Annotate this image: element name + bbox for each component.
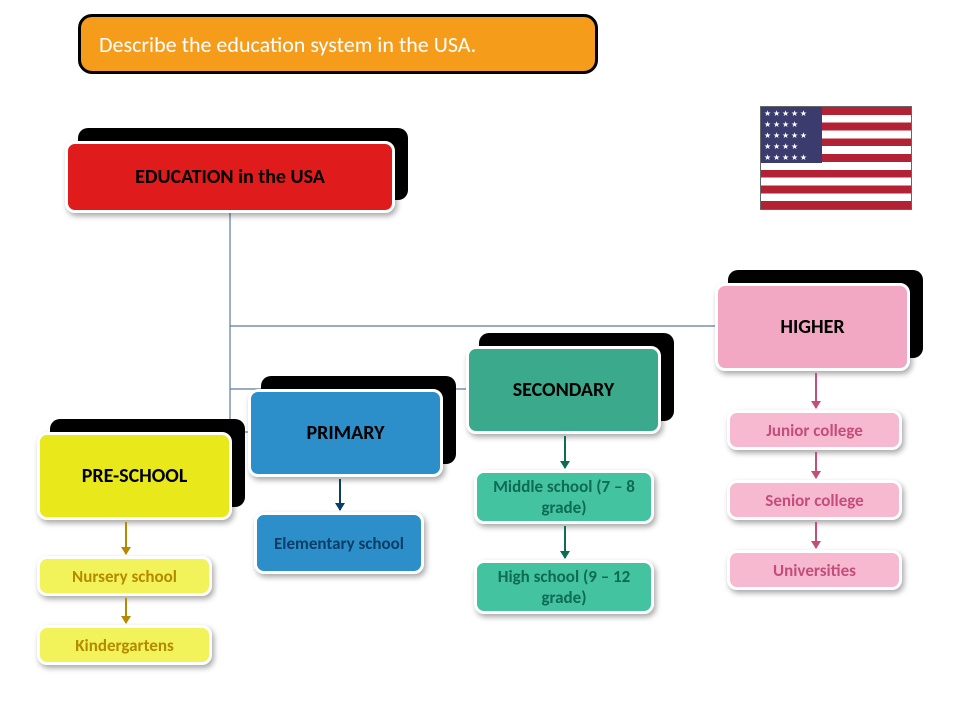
child-primary-0: Elementary school bbox=[254, 512, 424, 574]
title-text: Describe the education system in the USA… bbox=[99, 31, 476, 58]
child-secondary-0: Middle school (7 – 8 grade) bbox=[474, 470, 654, 524]
child-higher-1: Senior college bbox=[727, 480, 902, 520]
child-preschool-0: Nursery school bbox=[37, 556, 212, 596]
child-preschool-1: Kindergartens bbox=[37, 625, 212, 665]
branch-secondary: SECONDARY bbox=[466, 346, 661, 434]
child-higher-0: Junior college bbox=[727, 410, 902, 450]
branch-preschool: PRE-SCHOOL bbox=[37, 432, 232, 520]
title-bar: Describe the education system in the USA… bbox=[78, 14, 598, 74]
usa-flag bbox=[760, 106, 912, 210]
child-higher-2: Universities bbox=[727, 550, 902, 590]
branch-primary: PRIMARY bbox=[248, 389, 443, 477]
branch-higher: HIGHER bbox=[715, 283, 910, 371]
child-secondary-1: High school (9 – 12 grade) bbox=[474, 560, 654, 614]
root-box: EDUCATION in the USA bbox=[65, 141, 395, 213]
